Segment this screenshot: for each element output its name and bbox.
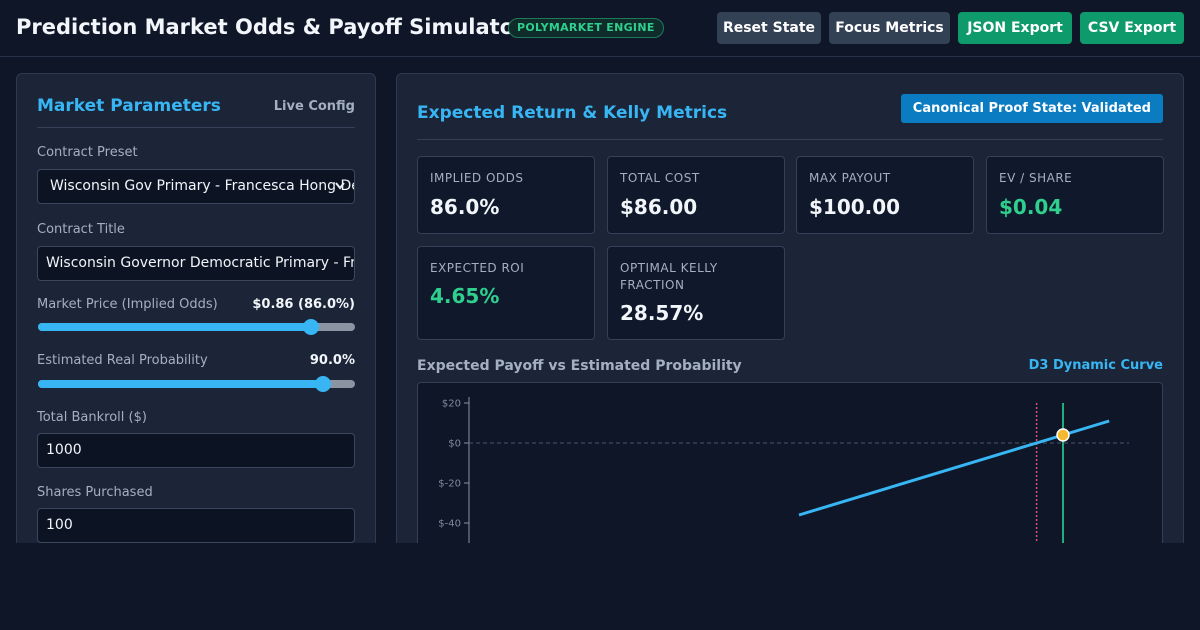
metric-value: 28.57% <box>620 301 704 325</box>
metric-label: EV / SHARE <box>999 171 1073 185</box>
y-tick-label: $-20 <box>438 479 461 490</box>
y-tick-label: $0 <box>448 439 461 450</box>
live-config-tag: Live Config <box>273 99 355 114</box>
metric-label: TOTAL COST <box>620 171 700 185</box>
viewport-cutoff <box>0 543 1200 630</box>
app-title: Prediction Market Odds & Payoff Simulato… <box>16 15 525 39</box>
contract-title-label: Contract Title <box>37 222 125 237</box>
metrics-panel: Expected Return & Kelly Metrics Canonica… <box>396 73 1184 573</box>
reset-state-button[interactable]: Reset State <box>717 12 821 44</box>
metric-value: $86.00 <box>620 195 698 219</box>
real-probability-slider[interactable] <box>38 376 355 392</box>
panel-header: Market Parameters Live Config <box>37 74 355 128</box>
top-bar: Prediction Market Odds & Payoff Simulato… <box>0 0 1200 57</box>
metric-label: IMPLIED ODDS <box>430 171 524 185</box>
metric-label: EXPECTED ROI <box>430 261 525 275</box>
metric-value: 4.65% <box>430 284 500 308</box>
market-price-slider[interactable] <box>38 319 355 335</box>
payoff-chart-svg: $20 $0 $-20 $-40 <box>438 397 1129 572</box>
metric-card: EXPECTED ROI 4.65% <box>417 246 595 340</box>
json-export-button[interactable]: JSON Export <box>958 12 1072 44</box>
panel-header: Expected Return & Kelly Metrics Canonica… <box>417 74 1163 140</box>
chart-tag: D3 Dynamic Curve <box>1028 358 1163 373</box>
metric-card: OPTIMAL KELLY FRACTION 28.57% <box>607 246 785 340</box>
metric-value: $0.04 <box>999 195 1063 219</box>
focus-metrics-button[interactable]: Focus Metrics <box>829 12 950 44</box>
y-tick-label: $20 <box>442 399 461 410</box>
metric-value: 86.0% <box>430 195 500 219</box>
real-probability-value: 90.0% <box>309 353 355 368</box>
contract-preset-label: Contract Preset <box>37 145 138 160</box>
proof-state-badge: Canonical Proof State: Validated <box>900 94 1163 123</box>
contract-title-input[interactable]: Wisconsin Governor Democratic Primary - … <box>37 246 355 281</box>
slider-fill <box>38 323 311 331</box>
slider-fill <box>38 380 324 388</box>
metric-card: EV / SHARE $0.04 <box>986 156 1164 234</box>
chevron-down-icon <box>334 170 346 203</box>
metric-card: IMPLIED ODDS 86.0% <box>417 156 595 234</box>
bankroll-label: Total Bankroll ($) <box>37 410 147 425</box>
market-price-label: Market Price (Implied Odds) <box>37 297 218 312</box>
payoff-chart: $20 $0 $-20 $-40 <box>417 382 1163 572</box>
panel-title: Market Parameters <box>37 96 221 116</box>
market-parameters-panel: Market Parameters Live Config Contract P… <box>16 73 376 573</box>
market-price-value: $0.86 (86.0%) <box>252 297 355 312</box>
current-position-point <box>1056 428 1070 442</box>
payoff-line <box>798 419 1110 517</box>
panel-title: Expected Return & Kelly Metrics <box>417 103 728 123</box>
metric-value: $100.00 <box>809 195 901 219</box>
contract-preset-value: Wisconsin Gov Primary - Francesca Hong D… <box>50 178 355 194</box>
metric-card: TOTAL COST $86.00 <box>607 156 785 234</box>
real-probability-label: Estimated Real Probability <box>37 353 208 368</box>
contract-preset-select[interactable]: Wisconsin Gov Primary - Francesca Hong D… <box>37 169 355 204</box>
bankroll-input[interactable]: 1000 <box>37 433 355 468</box>
metric-card: MAX PAYOUT $100.00 <box>796 156 974 234</box>
chart-title: Expected Payoff vs Estimated Probability <box>417 358 742 374</box>
slider-thumb[interactable] <box>302 319 319 335</box>
engine-badge: POLYMARKET ENGINE <box>508 18 664 38</box>
metric-label: MAX PAYOUT <box>809 171 891 185</box>
metric-label: OPTIMAL KELLY FRACTION <box>620 261 718 292</box>
y-tick-label: $-40 <box>438 519 461 530</box>
slider-thumb[interactable] <box>315 376 332 392</box>
csv-export-button[interactable]: CSV Export <box>1080 12 1184 44</box>
shares-label: Shares Purchased <box>37 485 153 500</box>
shares-input[interactable]: 100 <box>37 508 355 543</box>
